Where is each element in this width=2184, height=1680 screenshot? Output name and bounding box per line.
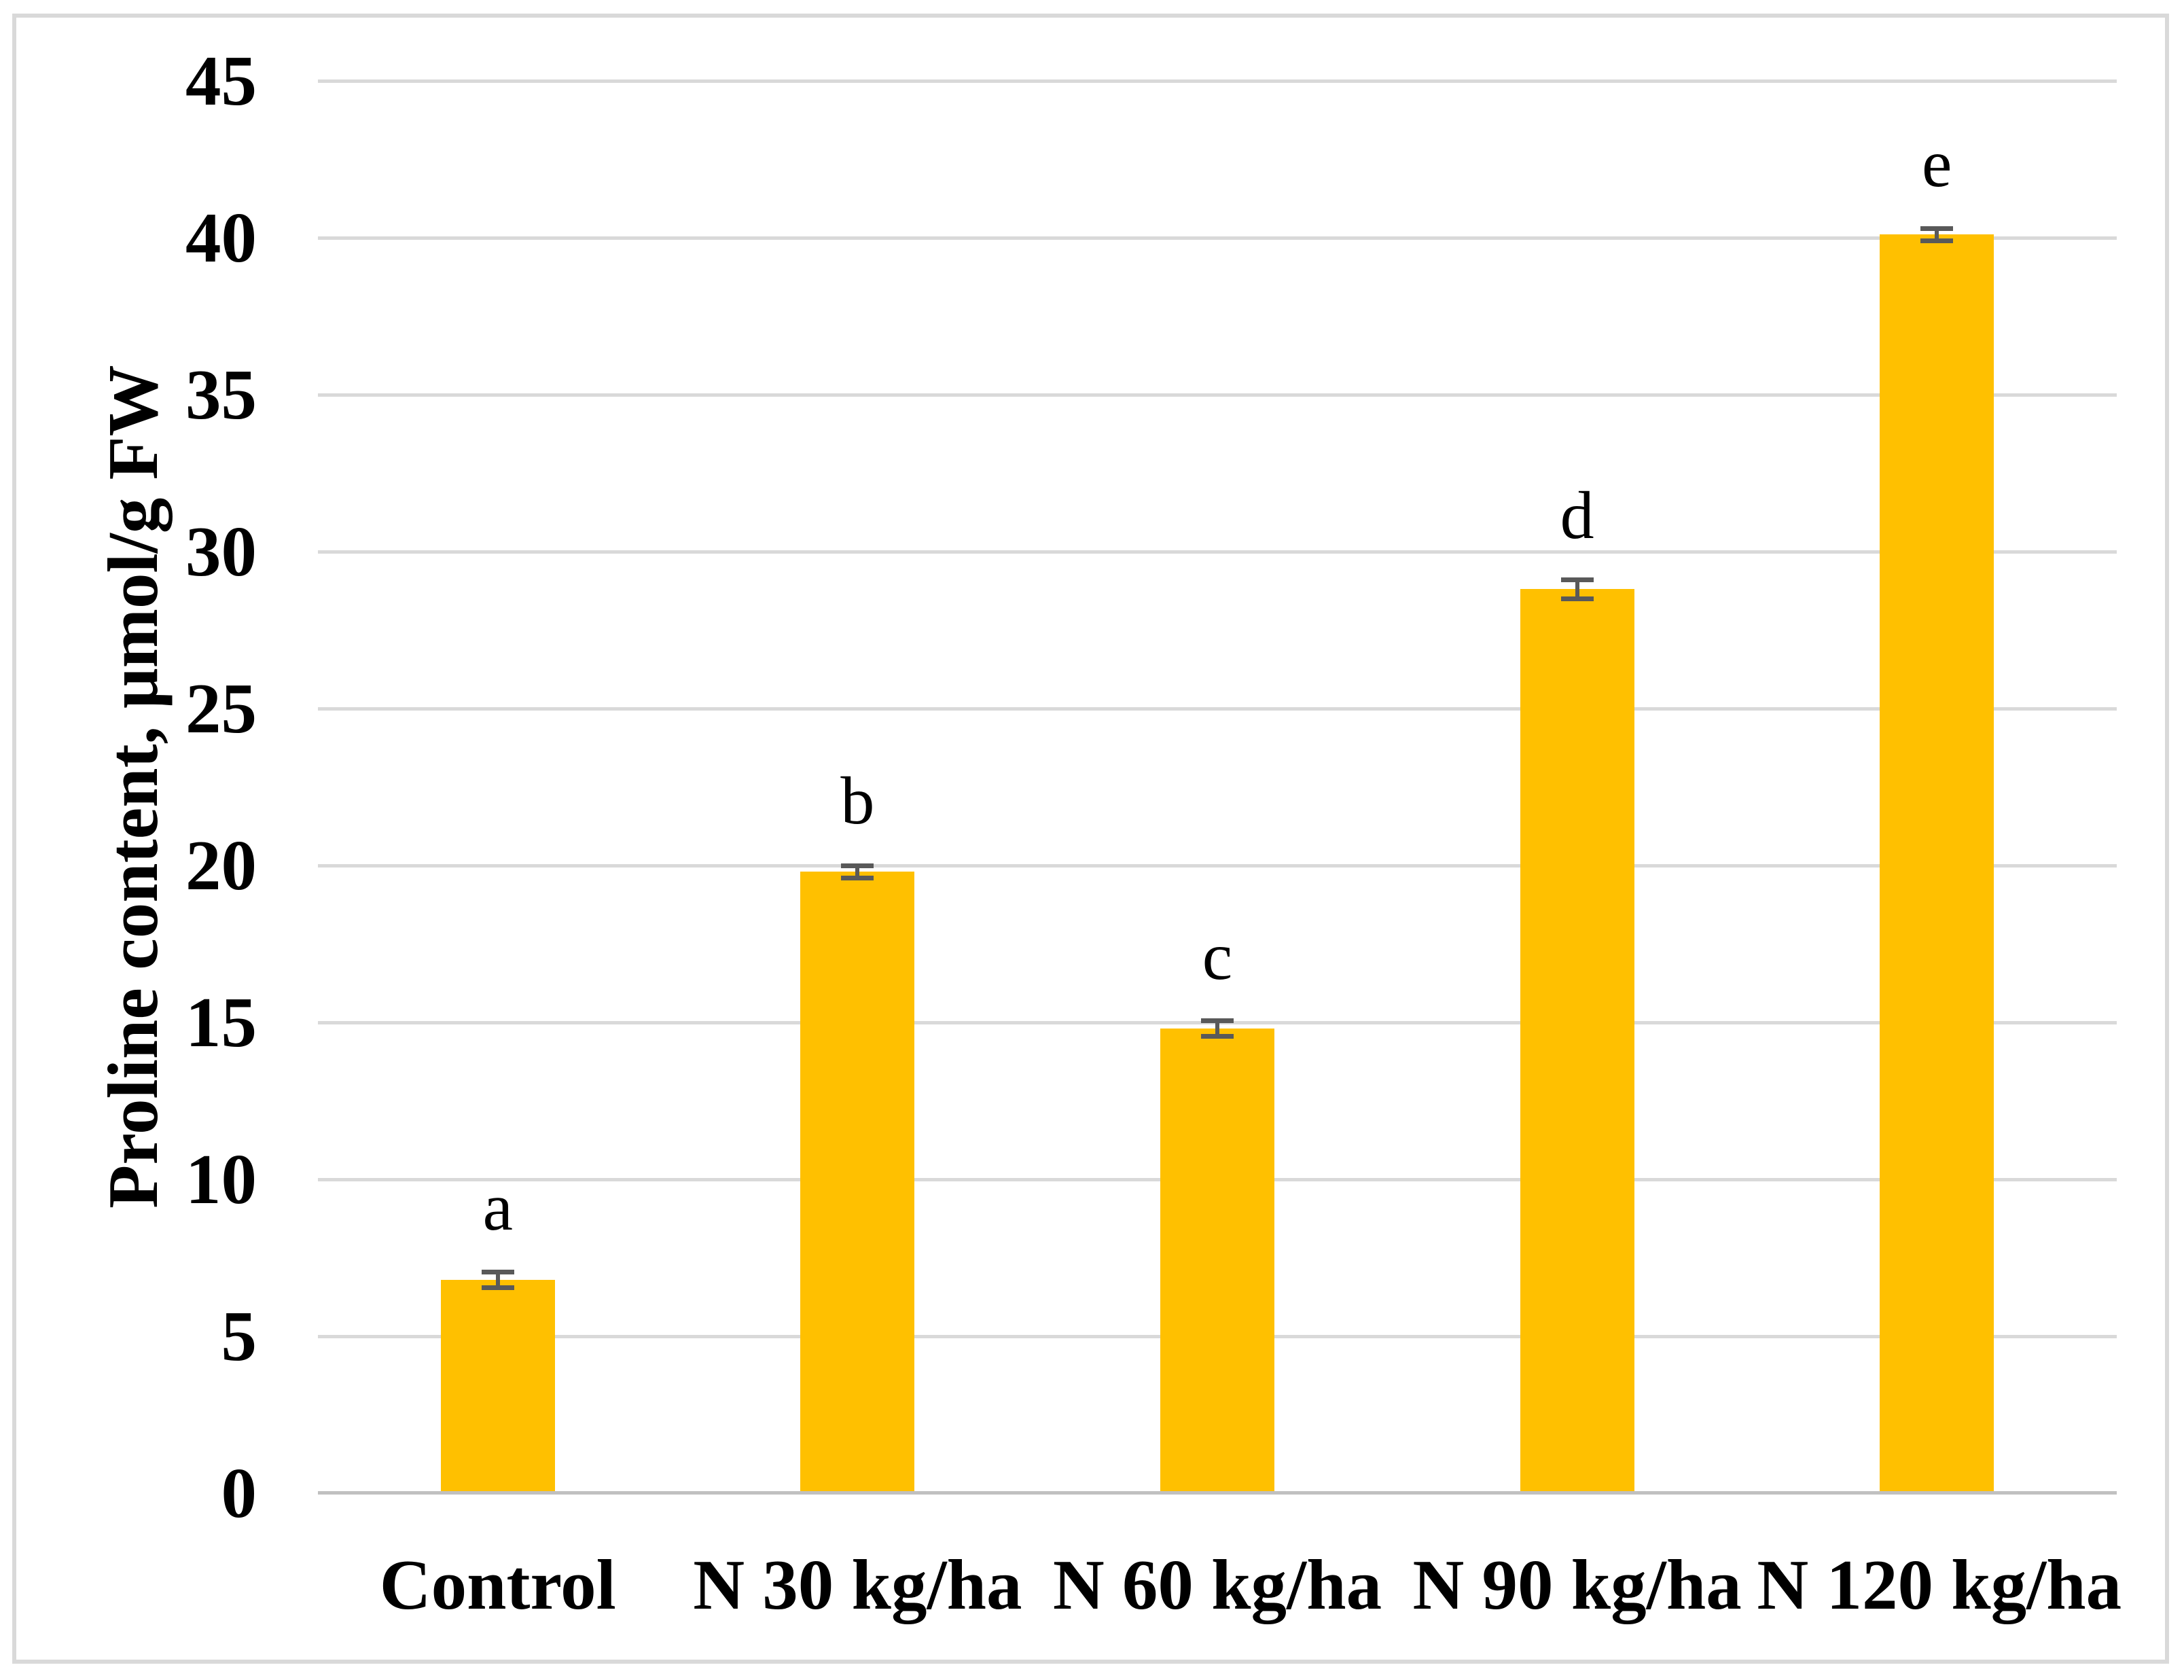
x-category-label-4: N 90 kg/ha: [1412, 1545, 1742, 1624]
x-category-label-1: Control: [379, 1545, 616, 1624]
error-bar-cap-top: [481, 1269, 514, 1274]
y-tick-label-10: 10: [185, 1139, 257, 1219]
y-tick-label-40: 40: [185, 198, 257, 277]
error-bar-cap-top: [1560, 577, 1594, 583]
y-tick-label-15: 15: [185, 982, 257, 1062]
error-bar-cap-bottom: [1560, 596, 1594, 601]
bar-3: [1160, 1029, 1274, 1493]
bar-slot-4: d: [1397, 81, 1757, 1493]
error-bar-cap-bottom: [481, 1285, 514, 1290]
bar-slot-2: b: [678, 81, 1038, 1493]
error-bar-line: [495, 1272, 500, 1288]
error-bar-line: [1215, 1020, 1219, 1037]
error-bar-cap-top: [1920, 226, 1954, 231]
y-tick-label-45: 45: [185, 41, 257, 120]
significance-letter-e: e: [1921, 126, 1952, 202]
significance-letter-a: a: [482, 1169, 513, 1245]
gridline-y-20: [318, 864, 2117, 868]
significance-letter-c: c: [1202, 918, 1233, 994]
bar-2: [800, 872, 915, 1493]
y-tick-label-35: 35: [185, 355, 257, 434]
y-tick-label-20: 20: [185, 825, 257, 905]
x-category-label-5: N 120 kg/ha: [1757, 1545, 2122, 1624]
y-tick-label-30: 30: [185, 512, 257, 591]
y-tick-label-5: 5: [221, 1296, 257, 1376]
error-bar-line: [855, 865, 860, 878]
significance-letter-d: d: [1560, 477, 1594, 553]
error-bar-line: [1575, 579, 1579, 599]
bar-5: [1880, 234, 1994, 1493]
gridline-y-25: [318, 707, 2117, 711]
bar-4: [1520, 589, 1634, 1493]
gridline-y-35: [318, 393, 2117, 397]
y-tick-label-0: 0: [221, 1453, 257, 1533]
gridline-y-45: [318, 79, 2117, 83]
x-category-label-3: N 60 kg/ha: [1052, 1545, 1382, 1624]
gridline-y-30: [318, 550, 2117, 554]
error-bar-line: [1935, 228, 1939, 241]
error-bar-cap-bottom: [1920, 238, 1954, 244]
bar-slot-5: e: [1757, 81, 2117, 1493]
x-axis-line: [318, 1491, 2117, 1495]
gridline-y-40: [318, 236, 2117, 240]
y-tick-label-25: 25: [185, 668, 257, 748]
plot-area: a b c d e: [318, 79, 2117, 1495]
error-bar-cap-top: [841, 863, 874, 868]
error-bar-cap-bottom: [1200, 1034, 1234, 1039]
error-bar-cap-top: [1200, 1018, 1234, 1024]
bar-1: [440, 1279, 555, 1493]
figure-border: [12, 14, 2169, 1664]
x-category-label-2: N 30 kg/ha: [693, 1545, 1022, 1624]
significance-letter-b: b: [840, 763, 875, 838]
bar-slot-1: a: [318, 81, 678, 1493]
error-bar-cap-bottom: [841, 876, 874, 880]
bar-slot-3: c: [1037, 81, 1397, 1493]
